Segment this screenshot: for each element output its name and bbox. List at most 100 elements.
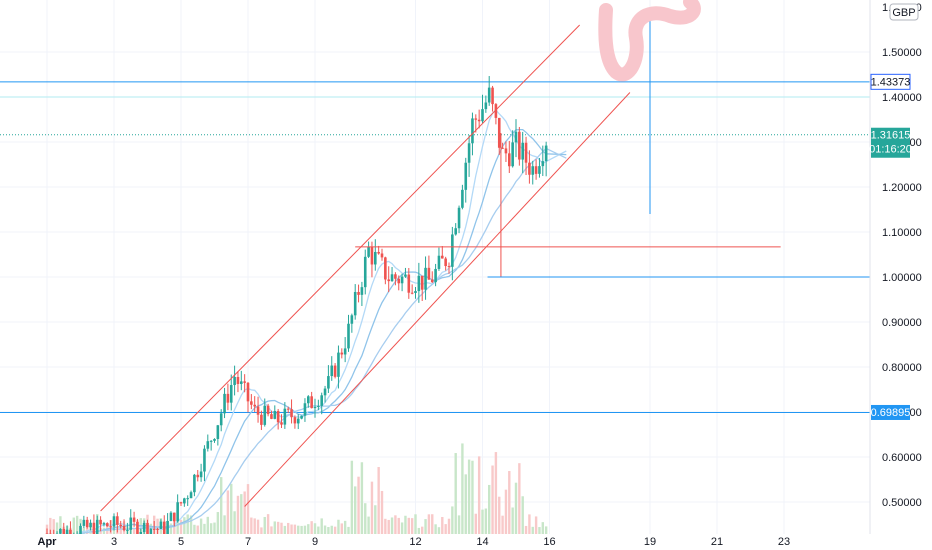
volume-bar [387,519,390,534]
candle-body [501,147,504,149]
candle-body [444,258,447,267]
candle-body [333,365,337,377]
volume-bar [330,525,333,534]
candle-body [246,382,250,402]
candle-body [451,234,454,267]
candle-body [404,274,407,277]
x-tick-label: 23 [778,536,790,548]
candle-body [320,395,323,406]
volume-bar [394,515,397,534]
volume-bar [230,483,233,534]
volume-bar [323,525,327,534]
pen-scribble [598,0,701,82]
candle-body [136,521,139,536]
currency-badge[interactable]: GBP [889,3,919,21]
x-tick-label: 16 [543,536,555,548]
candle-body [142,522,146,533]
volume-bars [45,443,548,534]
candle-body [541,161,545,167]
candle-body [538,166,541,174]
drawings[interactable] [100,20,870,512]
volume-bar [441,516,444,534]
candle-body [397,278,401,284]
price-tag: 1.43373 [870,73,911,90]
candle-body [474,118,478,120]
volume-bar [404,515,407,534]
volume-bar [491,465,494,534]
candle-body [243,381,246,383]
x-tick-label: 14 [476,536,488,548]
volume-bar [223,515,226,534]
candle-body [380,253,384,258]
candle-body [511,142,514,167]
volume-bar [263,516,266,534]
candle-body [521,142,524,160]
volume-bar [534,516,538,534]
candle-body [223,393,226,414]
candle-body [152,528,156,530]
volume-bar [524,525,528,534]
x-tick-label: 9 [312,536,318,548]
volume-bar [293,524,297,534]
volume-bar [498,496,501,534]
volume-bar [75,515,79,534]
volume-bar [477,456,481,534]
volume-bar [504,489,508,534]
volume-bar [317,526,320,534]
time-axis[interactable]: Apr 3 5 7 9 12 14 16 19 21 23 [38,536,791,548]
volume-bar [434,524,437,534]
candle-body [407,274,411,293]
volume-bar [169,523,173,534]
volume-bar [541,522,544,534]
x-tick-label: 21 [711,536,723,548]
candle-body [414,291,417,293]
volume-bar [544,526,548,534]
candle-body [447,266,451,268]
candle-body [176,502,179,522]
volume-bar [431,514,434,534]
candle-body [487,87,491,103]
volume-bar [183,517,186,534]
volume-bar [481,509,484,534]
candle-body [353,291,357,316]
candle-body [173,512,176,522]
candle-body [270,414,273,419]
candle-body [303,403,307,416]
candle-body [417,275,421,292]
channel-lower-line [244,92,631,507]
y-tick-label: 0.90000 [882,317,922,329]
volume-bar [176,517,179,534]
candle-body [350,315,354,324]
volume-bar [417,527,421,534]
volume-bar [193,524,196,534]
y-tick-label: 1.50000 [882,47,922,59]
candle-body [300,415,303,419]
volume-bar [374,505,377,534]
candle-body [263,405,267,425]
candle-body [524,142,528,163]
candle-body [317,405,320,407]
volume-bar [313,523,317,534]
candle-body [363,256,367,288]
candle-body [102,523,106,525]
candle-body [82,519,86,526]
candle-body [370,246,374,265]
volume-bar [199,518,203,534]
candle-body [166,520,169,536]
volume-bar [421,526,424,534]
price-tag: 0.69895 [871,404,910,420]
candle-body [477,119,481,122]
candle-body [89,522,92,528]
candle-body [330,365,334,377]
volume-bar [380,490,384,534]
volume-bar [206,516,209,534]
volume-bar [410,518,414,534]
candle-body [514,131,518,143]
candle-body [122,525,126,531]
candle-body [437,255,441,269]
volume-bar [273,521,276,534]
candle-body [65,529,69,536]
horizontal-lines[interactable] [0,81,870,413]
